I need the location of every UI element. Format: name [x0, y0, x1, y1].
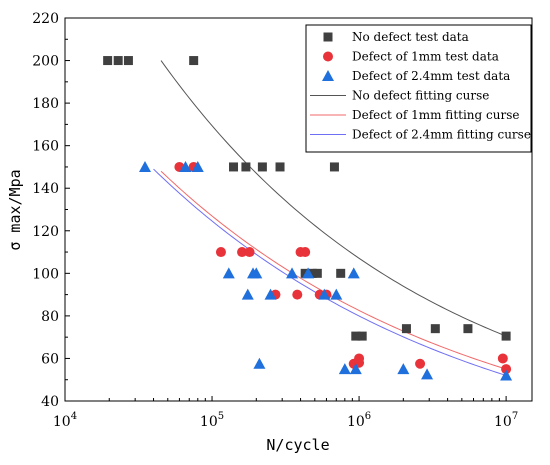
- x-axis-label: N/cycle: [266, 436, 329, 454]
- x-tick-label: 106: [347, 411, 371, 430]
- data-point-square: [123, 56, 133, 66]
- data-point-circle: [415, 358, 426, 369]
- fit-line: [160, 60, 507, 337]
- data-point-triangle: [500, 369, 513, 381]
- data-point-circle: [354, 353, 365, 364]
- data-point-triangle: [264, 288, 277, 300]
- data-point-triangle: [286, 267, 299, 279]
- data-point-triangle: [253, 357, 266, 369]
- data-point-square: [229, 162, 239, 172]
- x-tick-label: 104: [53, 411, 77, 430]
- y-tick-label: 120: [32, 224, 59, 240]
- data-point-circle: [292, 289, 303, 300]
- y-tick-label: 160: [32, 139, 59, 155]
- data-point-triangle: [347, 267, 360, 279]
- legend-label: Defect of 2.4mm test data: [352, 69, 510, 83]
- data-markers: [103, 56, 513, 381]
- data-point-triangle: [349, 363, 362, 375]
- y-tick-label: 100: [32, 266, 59, 282]
- legend-label: Defect of 1mm fitting curse: [352, 108, 519, 122]
- legend-marker: [323, 51, 333, 62]
- legend-label: No defect fitting curse: [352, 89, 489, 103]
- x-tick-label: 105: [200, 411, 224, 430]
- fit-line: [160, 170, 507, 370]
- data-point-circle: [215, 247, 226, 258]
- data-point-square: [257, 162, 267, 172]
- y-tick-label: 60: [41, 351, 59, 367]
- data-point-square: [430, 324, 440, 334]
- legend-label: No defect test data: [352, 30, 469, 44]
- legend-marker: [323, 32, 333, 42]
- data-point-circle: [497, 353, 508, 364]
- x-axis: 104 105 106 107: [53, 396, 518, 430]
- data-point-triangle: [179, 160, 192, 172]
- data-point-square: [329, 162, 339, 172]
- y-axis: 40 60 80 100 120 140 160 180 200 220: [32, 11, 70, 410]
- legend-marker: [322, 70, 334, 81]
- data-point-square: [189, 56, 199, 66]
- data-point-triangle: [191, 160, 204, 172]
- data-point-square: [463, 324, 473, 334]
- y-tick-label: 80: [41, 309, 59, 325]
- legend-label: Defect of 1mm test data: [352, 50, 499, 64]
- data-point-square: [307, 268, 317, 278]
- data-point-square: [336, 268, 346, 278]
- data-point-triangle: [138, 160, 151, 172]
- data-point-square: [275, 162, 285, 172]
- data-point-circle: [300, 247, 311, 258]
- data-point-square: [113, 56, 123, 66]
- y-tick-label: 200: [32, 54, 59, 70]
- fit-line: [153, 168, 507, 376]
- data-point-square: [312, 268, 322, 278]
- data-point-square: [351, 331, 361, 341]
- data-point-square: [357, 331, 367, 341]
- data-point-triangle: [330, 288, 343, 300]
- data-point-circle: [237, 247, 248, 258]
- y-axis-label: σ max/Mpa: [6, 169, 24, 250]
- legend: No defect test data Defect of 1mm test da…: [305, 24, 532, 153]
- data-point-triangle: [241, 288, 254, 300]
- data-point-triangle: [338, 363, 351, 375]
- y-tick-label: 180: [32, 96, 59, 112]
- data-point-triangle: [421, 368, 434, 380]
- legend-label: Defect of 2.4mm fitting curse: [352, 128, 531, 142]
- legend-box: [305, 24, 532, 153]
- data-point-triangle: [397, 363, 410, 375]
- data-point-square: [103, 56, 113, 66]
- data-point-square: [241, 162, 251, 172]
- data-point-circle: [244, 247, 255, 258]
- y-tick-label: 140: [32, 181, 59, 197]
- data-point-square: [401, 324, 411, 334]
- y-tick-label: 40: [41, 394, 59, 410]
- x-tick-label: 107: [494, 411, 518, 430]
- data-point-triangle: [250, 267, 263, 279]
- data-point-square: [501, 331, 511, 341]
- data-point-circle: [501, 364, 512, 375]
- data-point-triangle: [302, 267, 315, 279]
- y-tick-label: 220: [32, 11, 59, 27]
- data-point-triangle: [318, 288, 331, 300]
- data-point-triangle: [222, 267, 235, 279]
